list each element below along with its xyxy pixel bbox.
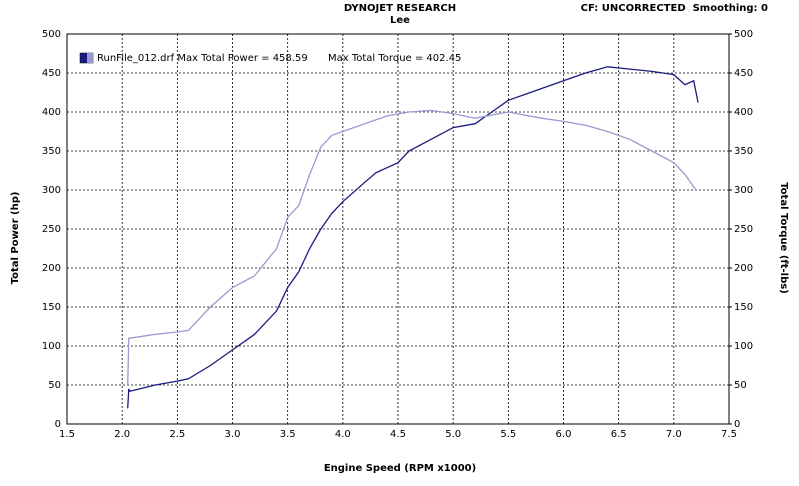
y-tick-label: 200: [42, 263, 61, 274]
y-tick-label: 350: [42, 146, 61, 157]
x-tick-label: 3.5: [280, 429, 296, 440]
chart-title: DYNOJET RESEARCH: [344, 3, 456, 14]
x-tick-label: 7.5: [721, 429, 737, 440]
y-tick-label: 450: [42, 68, 61, 79]
chart-subtitle: Lee: [390, 15, 410, 26]
header-info: CF: UNCORRECTED Smoothing: 0: [581, 3, 768, 14]
y2-tick-label: 300: [734, 185, 753, 196]
x-axis-title: Engine Speed (RPM x1000): [324, 463, 476, 474]
y2-tick-label: 250: [734, 224, 753, 235]
y2-tick-label: 450: [734, 68, 753, 79]
y2-axis-title: Total Torque (ft-lbs): [778, 182, 789, 294]
legend-text: RunFile_012.drf Max Total Power = 458.59: [97, 53, 308, 64]
x-tick-label: 2.5: [169, 429, 185, 440]
y2-tick-label: 50: [734, 380, 747, 391]
x-tick-label: 6.5: [611, 429, 627, 440]
y2-tick-label: 350: [734, 146, 753, 157]
y-tick-label: 400: [42, 107, 61, 118]
y-axis-title: Total Power (hp): [10, 192, 21, 285]
x-tick-label: 6.0: [556, 429, 572, 440]
y-tick-label: 500: [42, 29, 61, 40]
plot-area: [66, 33, 730, 425]
y-tick-label: 300: [42, 185, 61, 196]
x-tick-label: 5.0: [445, 429, 461, 440]
x-tick-label: 3.0: [225, 429, 241, 440]
data-line: [127, 109, 697, 386]
y2-tick-label: 150: [734, 302, 753, 313]
legend-swatch: [87, 53, 93, 63]
y2-tick-label: 0: [734, 419, 740, 430]
legend-text: Max Total Torque = 402.45: [328, 53, 461, 64]
x-tick-label: 5.5: [500, 429, 516, 440]
y-tick-label: 0: [55, 419, 61, 430]
x-tick-label: 7.0: [666, 429, 682, 440]
y2-tick-label: 200: [734, 263, 753, 274]
x-tick-label: 1.5: [59, 429, 75, 440]
data-line: [127, 66, 699, 409]
y-tick-label: 150: [42, 302, 61, 313]
y-tick-label: 100: [42, 341, 61, 352]
y2-tick-label: 400: [734, 107, 753, 118]
x-tick-label: 2.0: [114, 429, 130, 440]
y-tick-label: 250: [42, 224, 61, 235]
x-tick-label: 4.0: [335, 429, 351, 440]
y-tick-label: 50: [48, 380, 61, 391]
x-tick-label: 4.5: [390, 429, 406, 440]
y2-tick-label: 100: [734, 341, 753, 352]
y2-tick-label: 500: [734, 29, 753, 40]
